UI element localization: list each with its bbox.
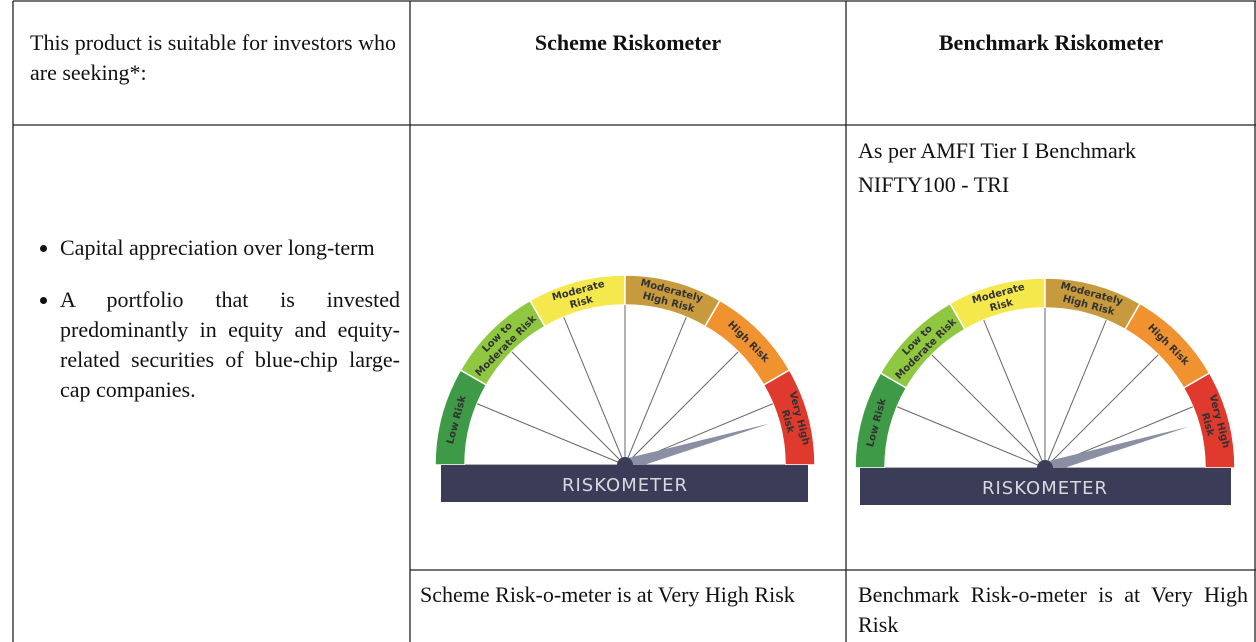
page: Low RiskLow toModerate RiskModerateRiskM… — [0, 0, 1256, 642]
spoke — [625, 317, 686, 465]
spoke — [932, 355, 1045, 468]
benchmark-note: As per AMFI Tier I Benchmark NIFTY100 - … — [858, 136, 1256, 200]
header-cell: Benchmark Riskometer — [846, 28, 1256, 58]
bullet-list: Capital appreciation over long-term A po… — [32, 233, 400, 405]
riskometer-title: RISKOMETER — [562, 475, 688, 496]
spoke — [984, 320, 1045, 468]
needle — [623, 424, 769, 471]
header-cell: This product is suitable for investors w… — [30, 28, 396, 88]
riskometer-title: RISKOMETER — [982, 478, 1108, 499]
note-line: As per AMFI Tier I Benchmark — [858, 136, 1256, 166]
needle-hub — [617, 457, 633, 473]
benchmark-level: Benchmark Risk-o-meter is at Very High R… — [858, 580, 1248, 640]
suitability-cell: Capital appreciation over long-term A po… — [32, 233, 400, 427]
scheme-level: Scheme Risk-o-meter is at Very High Risk — [420, 580, 836, 610]
needle-hub — [1037, 460, 1053, 476]
spoke — [477, 404, 625, 465]
spoke — [897, 407, 1045, 468]
header-cell: Scheme Riskometer — [410, 28, 846, 58]
spoke — [564, 317, 625, 465]
spoke — [512, 352, 625, 465]
spoke — [1045, 320, 1106, 468]
bullet: A portfolio that is invested predominant… — [60, 285, 400, 405]
bullet: Capital appreciation over long-term — [60, 233, 400, 263]
note-line: NIFTY100 - TRI — [858, 170, 1256, 200]
needle — [1043, 427, 1189, 474]
